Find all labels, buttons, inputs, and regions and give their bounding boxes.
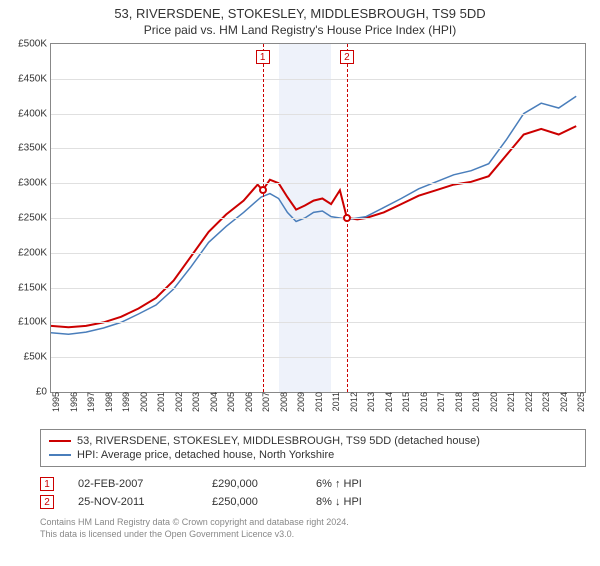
y-axis-label: £400K: [18, 108, 51, 119]
sale-marker-1: 1: [256, 50, 270, 64]
y-axis-label: £100K: [18, 317, 51, 328]
x-axis-label: 2005: [222, 392, 236, 412]
x-axis-label: 2012: [345, 392, 359, 412]
sale-delta: 6% ↑ HPI: [316, 478, 406, 490]
x-axis-label: 2015: [397, 392, 411, 412]
x-axis-label: 2023: [537, 392, 551, 412]
gridline: [51, 183, 585, 184]
price-chart: £0£50K£100K£150K£200K£250K£300K£350K£400…: [50, 43, 586, 393]
x-axis-label: 1996: [65, 392, 79, 412]
sale-delta: 8% ↓ HPI: [316, 496, 406, 508]
page-title: 53, RIVERSDENE, STOKESLEY, MIDDLESBROUGH…: [0, 6, 600, 21]
y-axis-label: £200K: [18, 247, 51, 258]
x-axis-label: 2020: [485, 392, 499, 412]
sale-point-1: [259, 186, 267, 194]
x-axis-label: 2000: [135, 392, 149, 412]
legend-swatch: [49, 440, 71, 442]
footer-line-2: This data is licensed under the Open Gov…: [40, 529, 586, 541]
y-axis-label: £350K: [18, 143, 51, 154]
sales-table: 1 02-FEB-2007 £290,000 6% ↑ HPI 2 25-NOV-2011…: [40, 475, 586, 511]
sale-row-marker: 2: [40, 495, 54, 509]
x-axis-label: 2008: [275, 392, 289, 412]
x-axis-label: 1997: [82, 392, 96, 412]
legend-item: HPI: Average price, detached house, Nort…: [49, 448, 577, 462]
sale-vline: [263, 44, 264, 392]
x-axis-label: 2003: [187, 392, 201, 412]
legend: 53, RIVERSDENE, STOKESLEY, MIDDLESBROUGH…: [40, 429, 586, 467]
x-axis-label: 2025: [572, 392, 586, 412]
x-axis-label: 1998: [100, 392, 114, 412]
footer-line-1: Contains HM Land Registry data © Crown c…: [40, 517, 586, 529]
legend-label: HPI: Average price, detached house, Nort…: [77, 449, 334, 461]
gridline: [51, 148, 585, 149]
gridline: [51, 79, 585, 80]
x-axis-label: 2004: [205, 392, 219, 412]
y-axis-label: £150K: [18, 282, 51, 293]
gridline: [51, 218, 585, 219]
gridline: [51, 114, 585, 115]
x-axis-label: 2017: [432, 392, 446, 412]
sale-point-2: [343, 214, 351, 222]
legend-item: 53, RIVERSDENE, STOKESLEY, MIDDLESBROUGH…: [49, 434, 577, 448]
gridline: [51, 357, 585, 358]
sale-row: 2 25-NOV-2011 £250,000 8% ↓ HPI: [40, 493, 586, 511]
x-axis-label: 2007: [257, 392, 271, 412]
x-axis-label: 2022: [520, 392, 534, 412]
series-hpi: [51, 96, 576, 334]
x-axis-label: 2019: [467, 392, 481, 412]
page-subtitle: Price paid vs. HM Land Registry's House …: [0, 23, 600, 37]
gridline: [51, 322, 585, 323]
legend-label: 53, RIVERSDENE, STOKESLEY, MIDDLESBROUGH…: [77, 435, 480, 447]
footer-attribution: Contains HM Land Registry data © Crown c…: [40, 517, 586, 540]
legend-swatch: [49, 454, 71, 456]
sale-row: 1 02-FEB-2007 £290,000 6% ↑ HPI: [40, 475, 586, 493]
gridline: [51, 288, 585, 289]
x-axis-label: 2024: [555, 392, 569, 412]
x-axis-label: 1995: [47, 392, 61, 412]
y-axis-label: £500K: [18, 39, 51, 50]
y-axis-label: £450K: [18, 73, 51, 84]
gridline: [51, 253, 585, 254]
x-axis-label: 2009: [292, 392, 306, 412]
sale-row-marker: 1: [40, 477, 54, 491]
sale-date: 25-NOV-2011: [78, 496, 188, 508]
x-axis-label: 1999: [117, 392, 131, 412]
sale-price: £250,000: [212, 496, 292, 508]
x-axis-label: 2013: [362, 392, 376, 412]
series-property: [51, 126, 576, 327]
x-axis-label: 2014: [380, 392, 394, 412]
x-axis-label: 2021: [502, 392, 516, 412]
x-axis-label: 2011: [327, 392, 341, 411]
y-axis-label: £300K: [18, 178, 51, 189]
sale-date: 02-FEB-2007: [78, 478, 188, 490]
y-axis-label: £50K: [24, 352, 51, 363]
x-axis-label: 2006: [240, 392, 254, 412]
x-axis-label: 2002: [170, 392, 184, 412]
sale-marker-2: 2: [340, 50, 354, 64]
x-axis-label: 2018: [450, 392, 464, 412]
x-axis-label: 2010: [310, 392, 324, 412]
sale-price: £290,000: [212, 478, 292, 490]
y-axis-label: £250K: [18, 213, 51, 224]
x-axis-label: 2016: [415, 392, 429, 412]
x-axis-label: 2001: [152, 392, 166, 412]
